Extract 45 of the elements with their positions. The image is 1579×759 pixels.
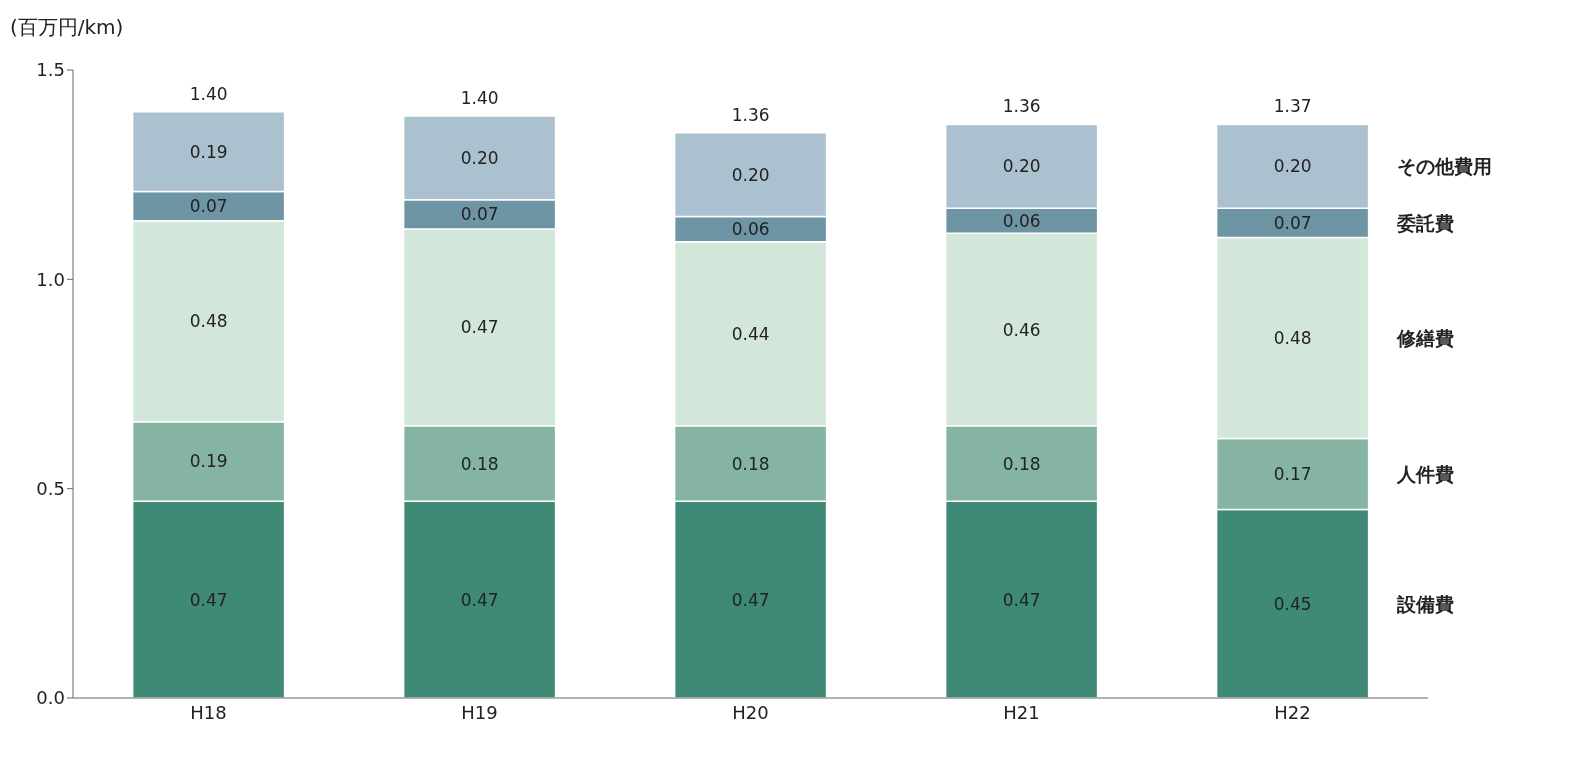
data-label: 0.44	[731, 323, 770, 344]
y-tick-label: 1.0	[36, 268, 65, 290]
x-tick-label: H19	[461, 701, 498, 723]
data-label: 0.20	[731, 164, 770, 185]
data-label: 0.47	[189, 589, 228, 610]
x-tick-label: H21	[1003, 701, 1040, 723]
data-label: 0.07	[189, 196, 228, 217]
data-label: 0.18	[1002, 453, 1041, 474]
data-label: 0.46	[1002, 319, 1041, 340]
x-tick-label: H18	[190, 701, 227, 723]
series-label: 設備費	[1395, 592, 1454, 615]
x-tick-label: H22	[1274, 701, 1311, 723]
data-label: 0.07	[1273, 212, 1312, 233]
data-label: 0.48	[1273, 327, 1312, 348]
total-label: 1.36	[731, 104, 770, 125]
data-label: 0.47	[731, 589, 770, 610]
series-label: その他費用	[1396, 155, 1492, 178]
series-label: 委託費	[1395, 211, 1454, 234]
y-axis-title: (百万円/km)	[10, 14, 124, 41]
total-label: 1.40	[460, 88, 499, 109]
series-label: 人件費	[1395, 463, 1454, 486]
data-label: 0.06	[1002, 210, 1041, 231]
total-label: 1.40	[189, 83, 228, 104]
data-label: 0.47	[460, 317, 499, 338]
data-label: 0.18	[460, 453, 499, 474]
total-label: 1.36	[1002, 96, 1041, 117]
total-label: 1.37	[1273, 96, 1312, 117]
data-label: 0.06	[731, 219, 770, 240]
data-label: 0.07	[460, 204, 499, 225]
data-label: 0.18	[731, 453, 770, 474]
data-label: 0.19	[189, 451, 228, 472]
data-label: 0.47	[460, 589, 499, 610]
y-tick-label: 0.0	[36, 687, 65, 709]
data-label: 0.20	[1002, 156, 1041, 177]
data-label: 0.20	[1273, 156, 1312, 177]
data-label: 0.45	[1273, 593, 1312, 614]
data-label: 0.20	[460, 147, 499, 168]
series-label: 修繕費	[1395, 326, 1454, 349]
data-label: 0.48	[189, 311, 228, 332]
y-tick-label: 1.5	[36, 59, 65, 81]
y-tick-label: 0.5	[36, 478, 65, 500]
data-label: 0.47	[1002, 589, 1041, 610]
data-label: 0.19	[189, 141, 228, 162]
x-tick-label: H20	[732, 701, 769, 723]
data-label: 0.17	[1273, 464, 1312, 485]
